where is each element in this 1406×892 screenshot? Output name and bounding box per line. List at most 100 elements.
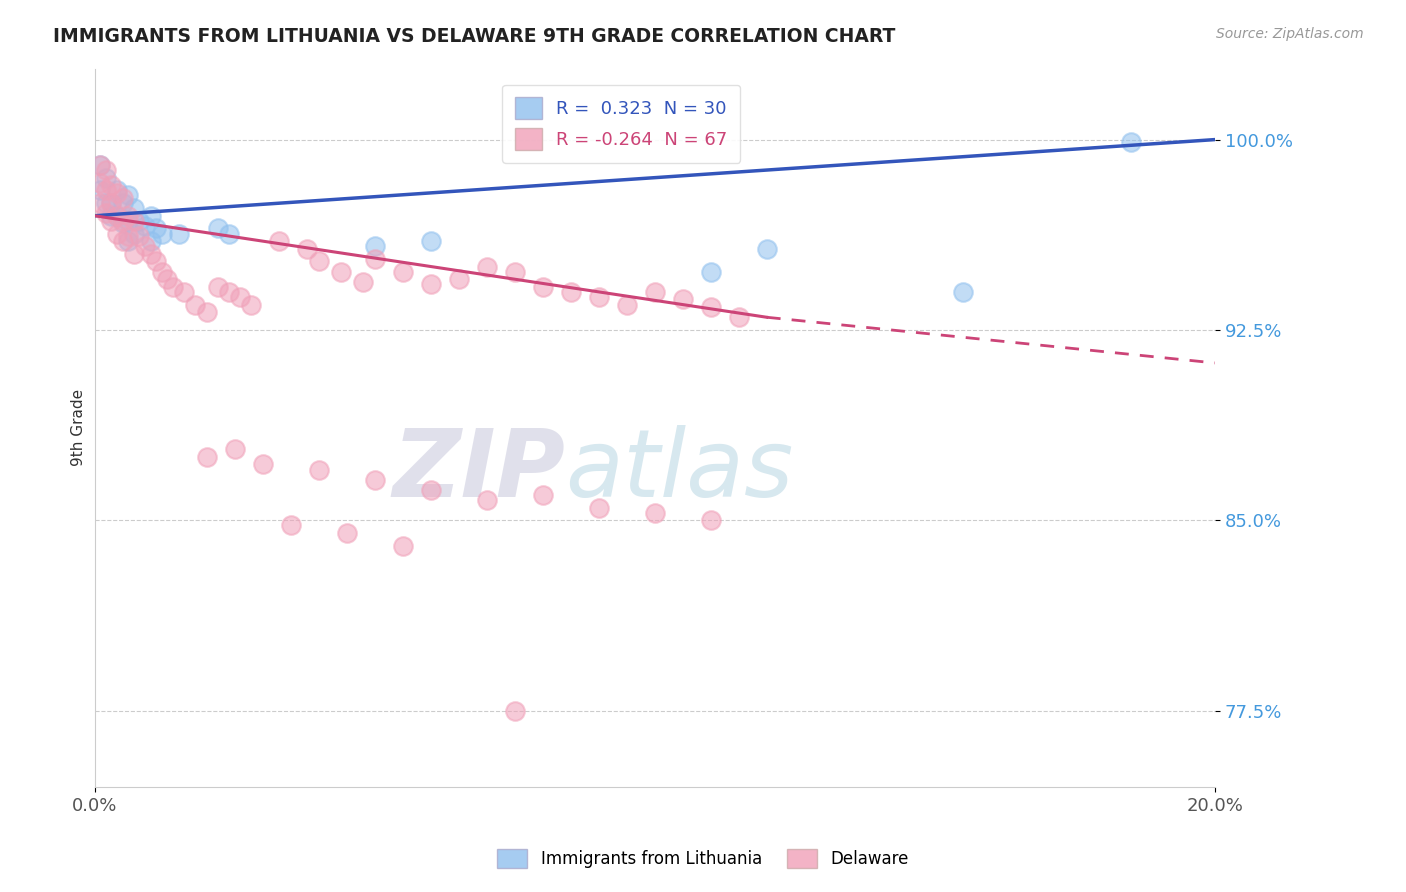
Point — [105, 186, 128, 200]
Point — [145, 254, 167, 268]
Point — [475, 260, 498, 274]
Point — [128, 214, 150, 228]
Point — [616, 297, 638, 311]
Point — [588, 500, 610, 515]
Point — [139, 209, 162, 223]
Point — [308, 462, 330, 476]
Point — [111, 214, 134, 228]
Point — [699, 264, 721, 278]
Point — [105, 183, 128, 197]
Point — [167, 227, 190, 241]
Point — [111, 234, 134, 248]
Point — [89, 158, 111, 172]
Point — [447, 272, 470, 286]
Point — [503, 704, 526, 718]
Legend: Immigrants from Lithuania, Delaware: Immigrants from Lithuania, Delaware — [491, 842, 915, 875]
Point — [224, 442, 246, 457]
Point — [672, 293, 695, 307]
Text: ZIP: ZIP — [392, 425, 565, 516]
Point — [134, 219, 156, 233]
Point — [105, 227, 128, 241]
Point — [150, 227, 173, 241]
Point — [134, 239, 156, 253]
Point — [94, 170, 117, 185]
Point — [588, 290, 610, 304]
Point — [117, 188, 139, 202]
Point — [122, 214, 145, 228]
Point — [94, 183, 117, 197]
Point — [117, 234, 139, 248]
Text: Source: ZipAtlas.com: Source: ZipAtlas.com — [1216, 27, 1364, 41]
Point — [363, 239, 385, 253]
Point — [560, 285, 582, 299]
Point — [207, 280, 229, 294]
Point — [122, 247, 145, 261]
Point — [139, 234, 162, 248]
Point — [297, 242, 319, 256]
Point — [755, 242, 778, 256]
Y-axis label: 9th Grade: 9th Grade — [72, 389, 86, 467]
Point — [162, 280, 184, 294]
Point — [139, 247, 162, 261]
Point — [89, 196, 111, 211]
Point — [240, 297, 263, 311]
Point — [363, 473, 385, 487]
Point — [89, 183, 111, 197]
Point — [419, 483, 441, 497]
Point — [419, 277, 441, 292]
Point — [89, 176, 111, 190]
Point — [195, 450, 218, 464]
Point — [105, 209, 128, 223]
Point — [117, 209, 139, 223]
Point — [145, 221, 167, 235]
Point — [89, 158, 111, 172]
Point — [252, 458, 274, 472]
Point — [111, 216, 134, 230]
Point — [363, 252, 385, 266]
Point — [207, 221, 229, 235]
Point — [531, 488, 554, 502]
Point — [644, 506, 666, 520]
Point — [727, 310, 749, 325]
Point — [330, 264, 353, 278]
Point — [184, 297, 207, 311]
Point — [531, 280, 554, 294]
Point — [100, 178, 122, 193]
Point — [644, 285, 666, 299]
Text: atlas: atlas — [565, 425, 793, 516]
Point — [100, 209, 122, 223]
Point — [195, 305, 218, 319]
Point — [122, 201, 145, 215]
Point — [269, 234, 291, 248]
Point — [391, 264, 413, 278]
Point — [308, 254, 330, 268]
Point — [122, 227, 145, 241]
Point — [699, 300, 721, 314]
Point — [94, 206, 117, 220]
Point — [336, 526, 359, 541]
Point — [94, 196, 117, 211]
Point — [173, 285, 195, 299]
Point — [1119, 135, 1142, 149]
Point — [111, 196, 134, 211]
Point — [128, 229, 150, 244]
Point — [105, 209, 128, 223]
Point — [503, 264, 526, 278]
Point — [419, 234, 441, 248]
Point — [952, 285, 974, 299]
Point — [218, 285, 240, 299]
Point — [699, 513, 721, 527]
Point — [100, 196, 122, 211]
Point — [280, 518, 302, 533]
Legend: R =  0.323  N = 30, R = -0.264  N = 67: R = 0.323 N = 30, R = -0.264 N = 67 — [502, 85, 740, 163]
Point — [117, 214, 139, 228]
Point — [117, 229, 139, 244]
Point — [111, 191, 134, 205]
Point — [352, 275, 374, 289]
Point — [100, 196, 122, 211]
Point — [94, 163, 117, 178]
Text: IMMIGRANTS FROM LITHUANIA VS DELAWARE 9TH GRADE CORRELATION CHART: IMMIGRANTS FROM LITHUANIA VS DELAWARE 9T… — [53, 27, 896, 45]
Point — [391, 539, 413, 553]
Point — [150, 264, 173, 278]
Point — [218, 227, 240, 241]
